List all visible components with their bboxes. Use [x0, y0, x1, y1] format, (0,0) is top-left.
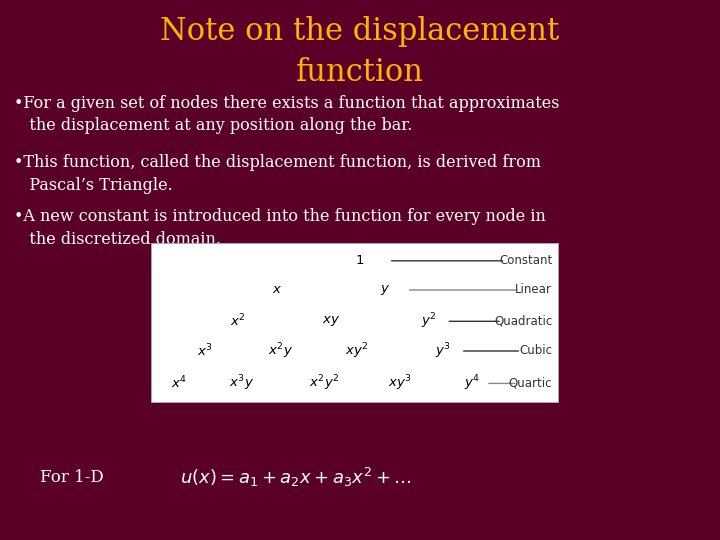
- Text: Note on the displacement: Note on the displacement: [161, 16, 559, 47]
- Text: $u(x) = a_1 + a_2 x + a_3 x^2 + \ldots$: $u(x) = a_1 + a_2 x + a_3 x^2 + \ldots$: [180, 467, 412, 489]
- Text: $x^2y$: $x^2y$: [269, 341, 293, 361]
- Text: $x^2$: $x^2$: [230, 313, 246, 329]
- Text: $y$: $y$: [380, 283, 390, 297]
- Text: $x^4$: $x^4$: [171, 375, 186, 391]
- Text: $y^2$: $y^2$: [420, 312, 436, 331]
- Text: $x^3$: $x^3$: [197, 343, 213, 359]
- Text: function: function: [296, 57, 424, 87]
- Text: •A new constant is introduced into the function for every node in
   the discret: •A new constant is introduced into the f…: [14, 208, 546, 248]
- Text: $xy^2$: $xy^2$: [345, 341, 368, 361]
- Text: $xy^3$: $xy^3$: [388, 374, 411, 393]
- Text: $y^3$: $y^3$: [435, 341, 451, 361]
- Text: Quadratic: Quadratic: [494, 315, 552, 328]
- Text: $x^3y$: $x^3y$: [229, 374, 253, 393]
- Text: Cubic: Cubic: [519, 345, 552, 357]
- Text: Constant: Constant: [499, 254, 552, 267]
- Text: •For a given set of nodes there exists a function that approximates
   the displ: •For a given set of nodes there exists a…: [14, 94, 560, 134]
- Text: Quartic: Quartic: [509, 377, 552, 390]
- Text: $x^2y^2$: $x^2y^2$: [309, 374, 339, 393]
- Text: $1$: $1$: [356, 254, 364, 267]
- Text: •This function, called the displacement function, is derived from
   Pascal’s Tr: •This function, called the displacement …: [14, 154, 541, 194]
- Text: $xy$: $xy$: [322, 314, 341, 328]
- Text: $x$: $x$: [272, 284, 282, 296]
- Text: For 1-D: For 1-D: [40, 469, 104, 487]
- Text: $y^4$: $y^4$: [464, 374, 480, 393]
- FancyBboxPatch shape: [151, 243, 558, 402]
- Text: Linear: Linear: [516, 284, 552, 296]
